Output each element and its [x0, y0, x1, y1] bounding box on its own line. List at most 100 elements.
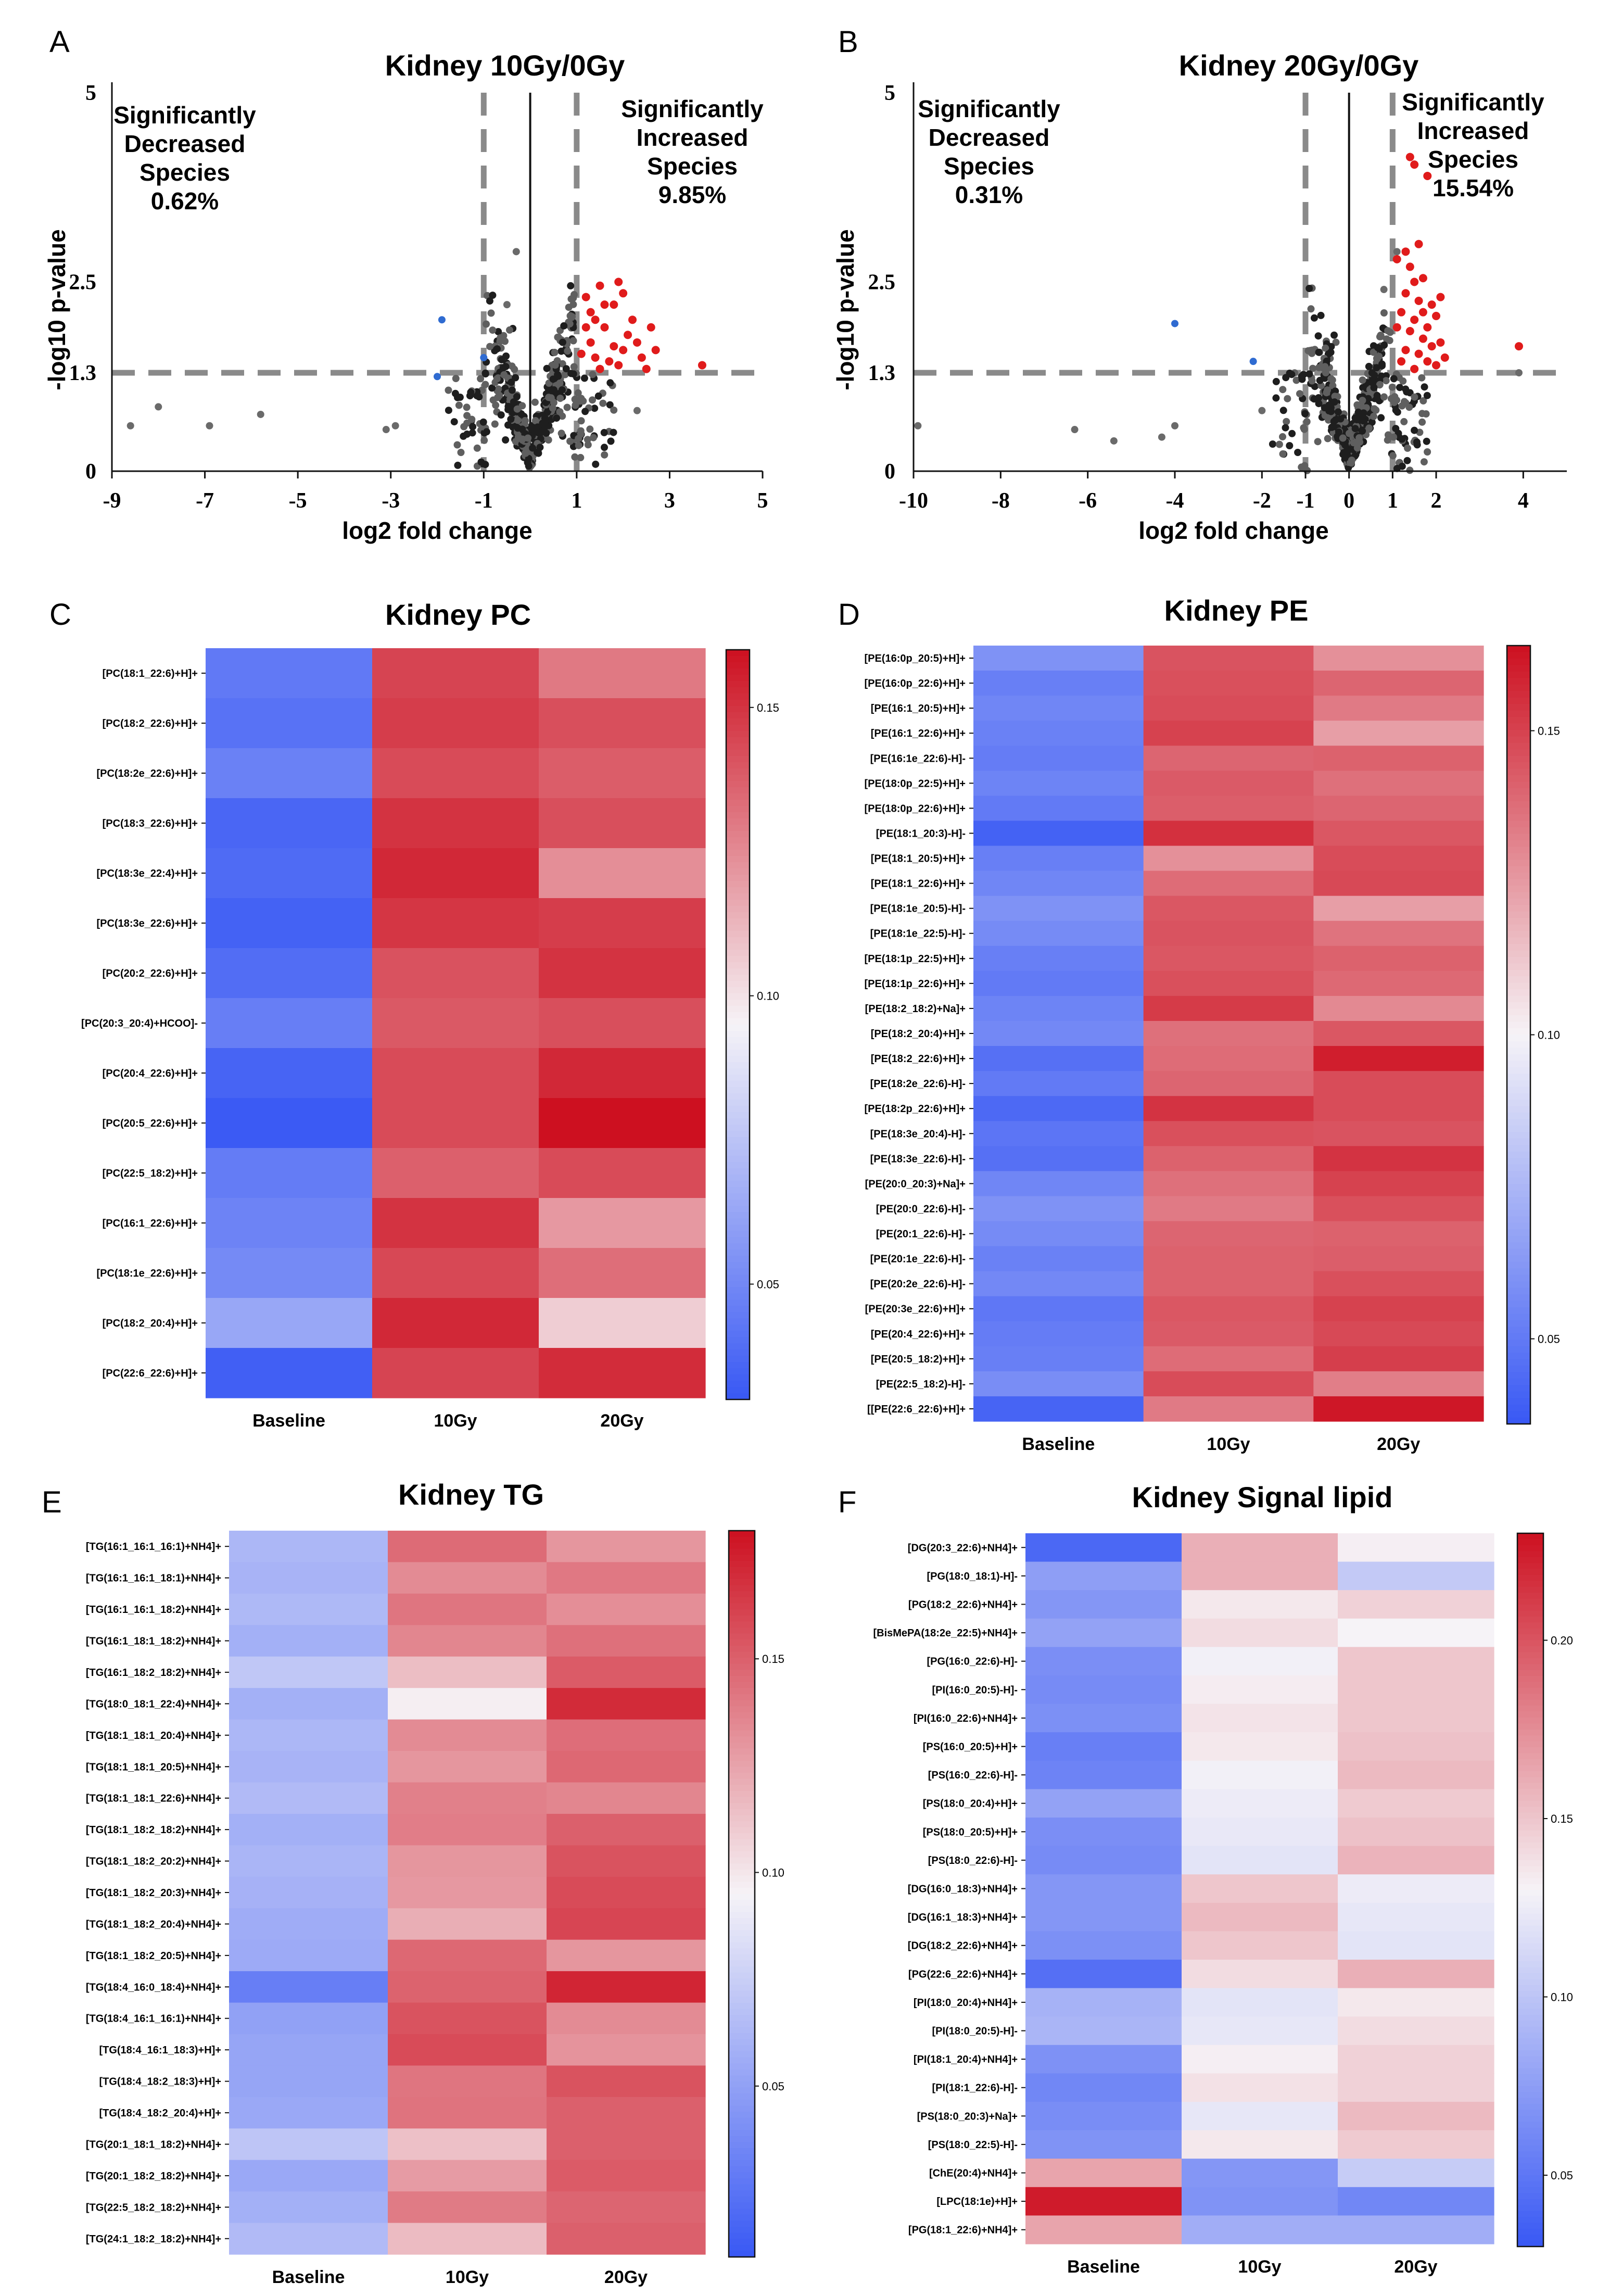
heatmap-cell — [1182, 1846, 1338, 1875]
column-label: 20Gy — [600, 1411, 643, 1431]
colorbar-tick-label: 0.10 — [757, 990, 779, 1003]
gray-point — [1308, 377, 1316, 385]
colorbar-step — [1517, 1551, 1543, 1558]
heatmap-cell — [547, 1531, 706, 1563]
gray-point — [566, 320, 574, 327]
colorbar-step — [1507, 1054, 1530, 1061]
gray-point — [495, 328, 502, 335]
column-label: Baseline — [1022, 1434, 1095, 1454]
heatmap-cell — [388, 1971, 547, 2003]
gray-point — [1310, 395, 1318, 403]
heatmap-cell — [1025, 1704, 1182, 1733]
heatmap-cell — [388, 1813, 547, 1846]
significant-up-point — [1392, 255, 1401, 263]
significant-up-point — [1440, 353, 1449, 362]
gray-point — [511, 365, 518, 373]
heatmap-cell — [388, 1845, 547, 1877]
colorbar-step — [1507, 1294, 1530, 1301]
row-label: [TG(16:1_18:1_18:2)+NH4]+ — [86, 1636, 221, 1647]
x-tick-label: -6 — [1079, 489, 1097, 513]
heatmap-cell — [539, 1348, 706, 1398]
colorbar-step — [1517, 2187, 1543, 2193]
panel-label-d: D — [838, 598, 860, 632]
colorbar-step — [1507, 1080, 1530, 1087]
heatmap-cell — [973, 746, 1144, 771]
colorbar-step — [729, 1676, 755, 1683]
colorbar-step — [1507, 736, 1530, 743]
significant-up-point — [600, 323, 609, 332]
heatmap-cell — [229, 1531, 388, 1563]
heatmap-cell — [973, 1221, 1144, 1247]
gray-outlier-point — [391, 422, 399, 430]
colorbar-step — [1507, 866, 1530, 873]
x-tick-label: -7 — [196, 489, 214, 513]
heatmap-cell — [973, 920, 1144, 947]
colorbar-step — [1507, 723, 1530, 730]
colorbar-step — [726, 1337, 750, 1344]
colorbar-step — [729, 2081, 755, 2088]
colorbar-step — [729, 1531, 755, 1537]
colorbar-step — [1517, 1759, 1543, 1765]
colorbar-step — [1507, 1196, 1530, 1204]
heatmap-cell — [1025, 1675, 1182, 1705]
row-label: [PI(18:0_20:4)+NH4]+ — [914, 1997, 1018, 2009]
gray-point — [1303, 418, 1311, 425]
colorbar-step — [1517, 1563, 1543, 1570]
gray-point — [1398, 435, 1406, 443]
gray-point — [1314, 332, 1322, 340]
heatmap-cell — [547, 1625, 706, 1657]
colorbar-step — [729, 1870, 755, 1876]
gray-point — [1307, 305, 1315, 313]
colorbar-step — [1507, 1145, 1530, 1152]
colorbar-step — [1517, 1687, 1543, 1694]
gray-point — [556, 395, 564, 402]
colorbar-step — [1517, 1931, 1543, 1938]
heatmap-cell — [547, 2034, 706, 2066]
colorbar: 0.05 0.10 0.15 — [725, 649, 779, 1401]
colorbar-step — [726, 1068, 750, 1075]
gray-point — [1322, 369, 1329, 376]
significant-up-point — [1401, 247, 1410, 256]
heatmap-cell — [1182, 1874, 1338, 1903]
colorbar-step — [1507, 1164, 1530, 1171]
colorbar-step — [1507, 1119, 1530, 1126]
colorbar-step — [1507, 717, 1530, 724]
heatmap-cell — [388, 1908, 547, 1940]
colorbar-step — [726, 775, 750, 781]
colorbar-step — [1507, 781, 1530, 789]
heatmap-cell — [229, 1688, 388, 1720]
heatmap-cell — [547, 1813, 706, 1846]
row-label: [[PE(22:6_22:6)+H]+ — [867, 1404, 966, 1415]
colorbar-step — [1507, 898, 1530, 905]
ann-left-line2: Decreased — [124, 130, 246, 157]
colorbar-step — [1517, 1694, 1543, 1700]
colorbar-step — [729, 2190, 755, 2197]
colorbar-step — [729, 2099, 755, 2106]
colorbar-step — [729, 1912, 755, 1919]
colorbar-step — [1507, 1378, 1530, 1385]
colorbar-step — [729, 1827, 755, 1834]
significant-up-point — [1427, 342, 1436, 351]
gray-point — [599, 399, 607, 407]
colorbar-tick-label: 0.05 — [757, 1278, 779, 1291]
colorbar-step — [1507, 1106, 1530, 1113]
annotation-decreased-b: Significantly Decreased Species 0.31% — [918, 95, 1060, 208]
colorbar-frame — [1516, 1532, 1544, 2248]
heatmap-cell — [539, 1198, 706, 1248]
colorbar-step — [729, 1839, 755, 1846]
colorbar-step — [1507, 1132, 1530, 1139]
colorbar-step — [729, 1682, 755, 1688]
significant-up-point — [1418, 334, 1427, 343]
gray-point — [1351, 414, 1359, 422]
colorbar-step — [1517, 2068, 1543, 2075]
gray-point — [551, 361, 559, 369]
gray-point — [1380, 309, 1388, 317]
colorbar-step — [1517, 1646, 1543, 1652]
gray-point — [1418, 374, 1426, 382]
colorbar-step — [726, 1012, 750, 1019]
gray-point — [468, 429, 476, 437]
row-label: [PC(22:5_18:2)+H]+ — [103, 1168, 198, 1179]
significant-up-point — [637, 353, 646, 362]
gray-outlier-point — [155, 403, 162, 411]
gray-point — [541, 418, 549, 425]
